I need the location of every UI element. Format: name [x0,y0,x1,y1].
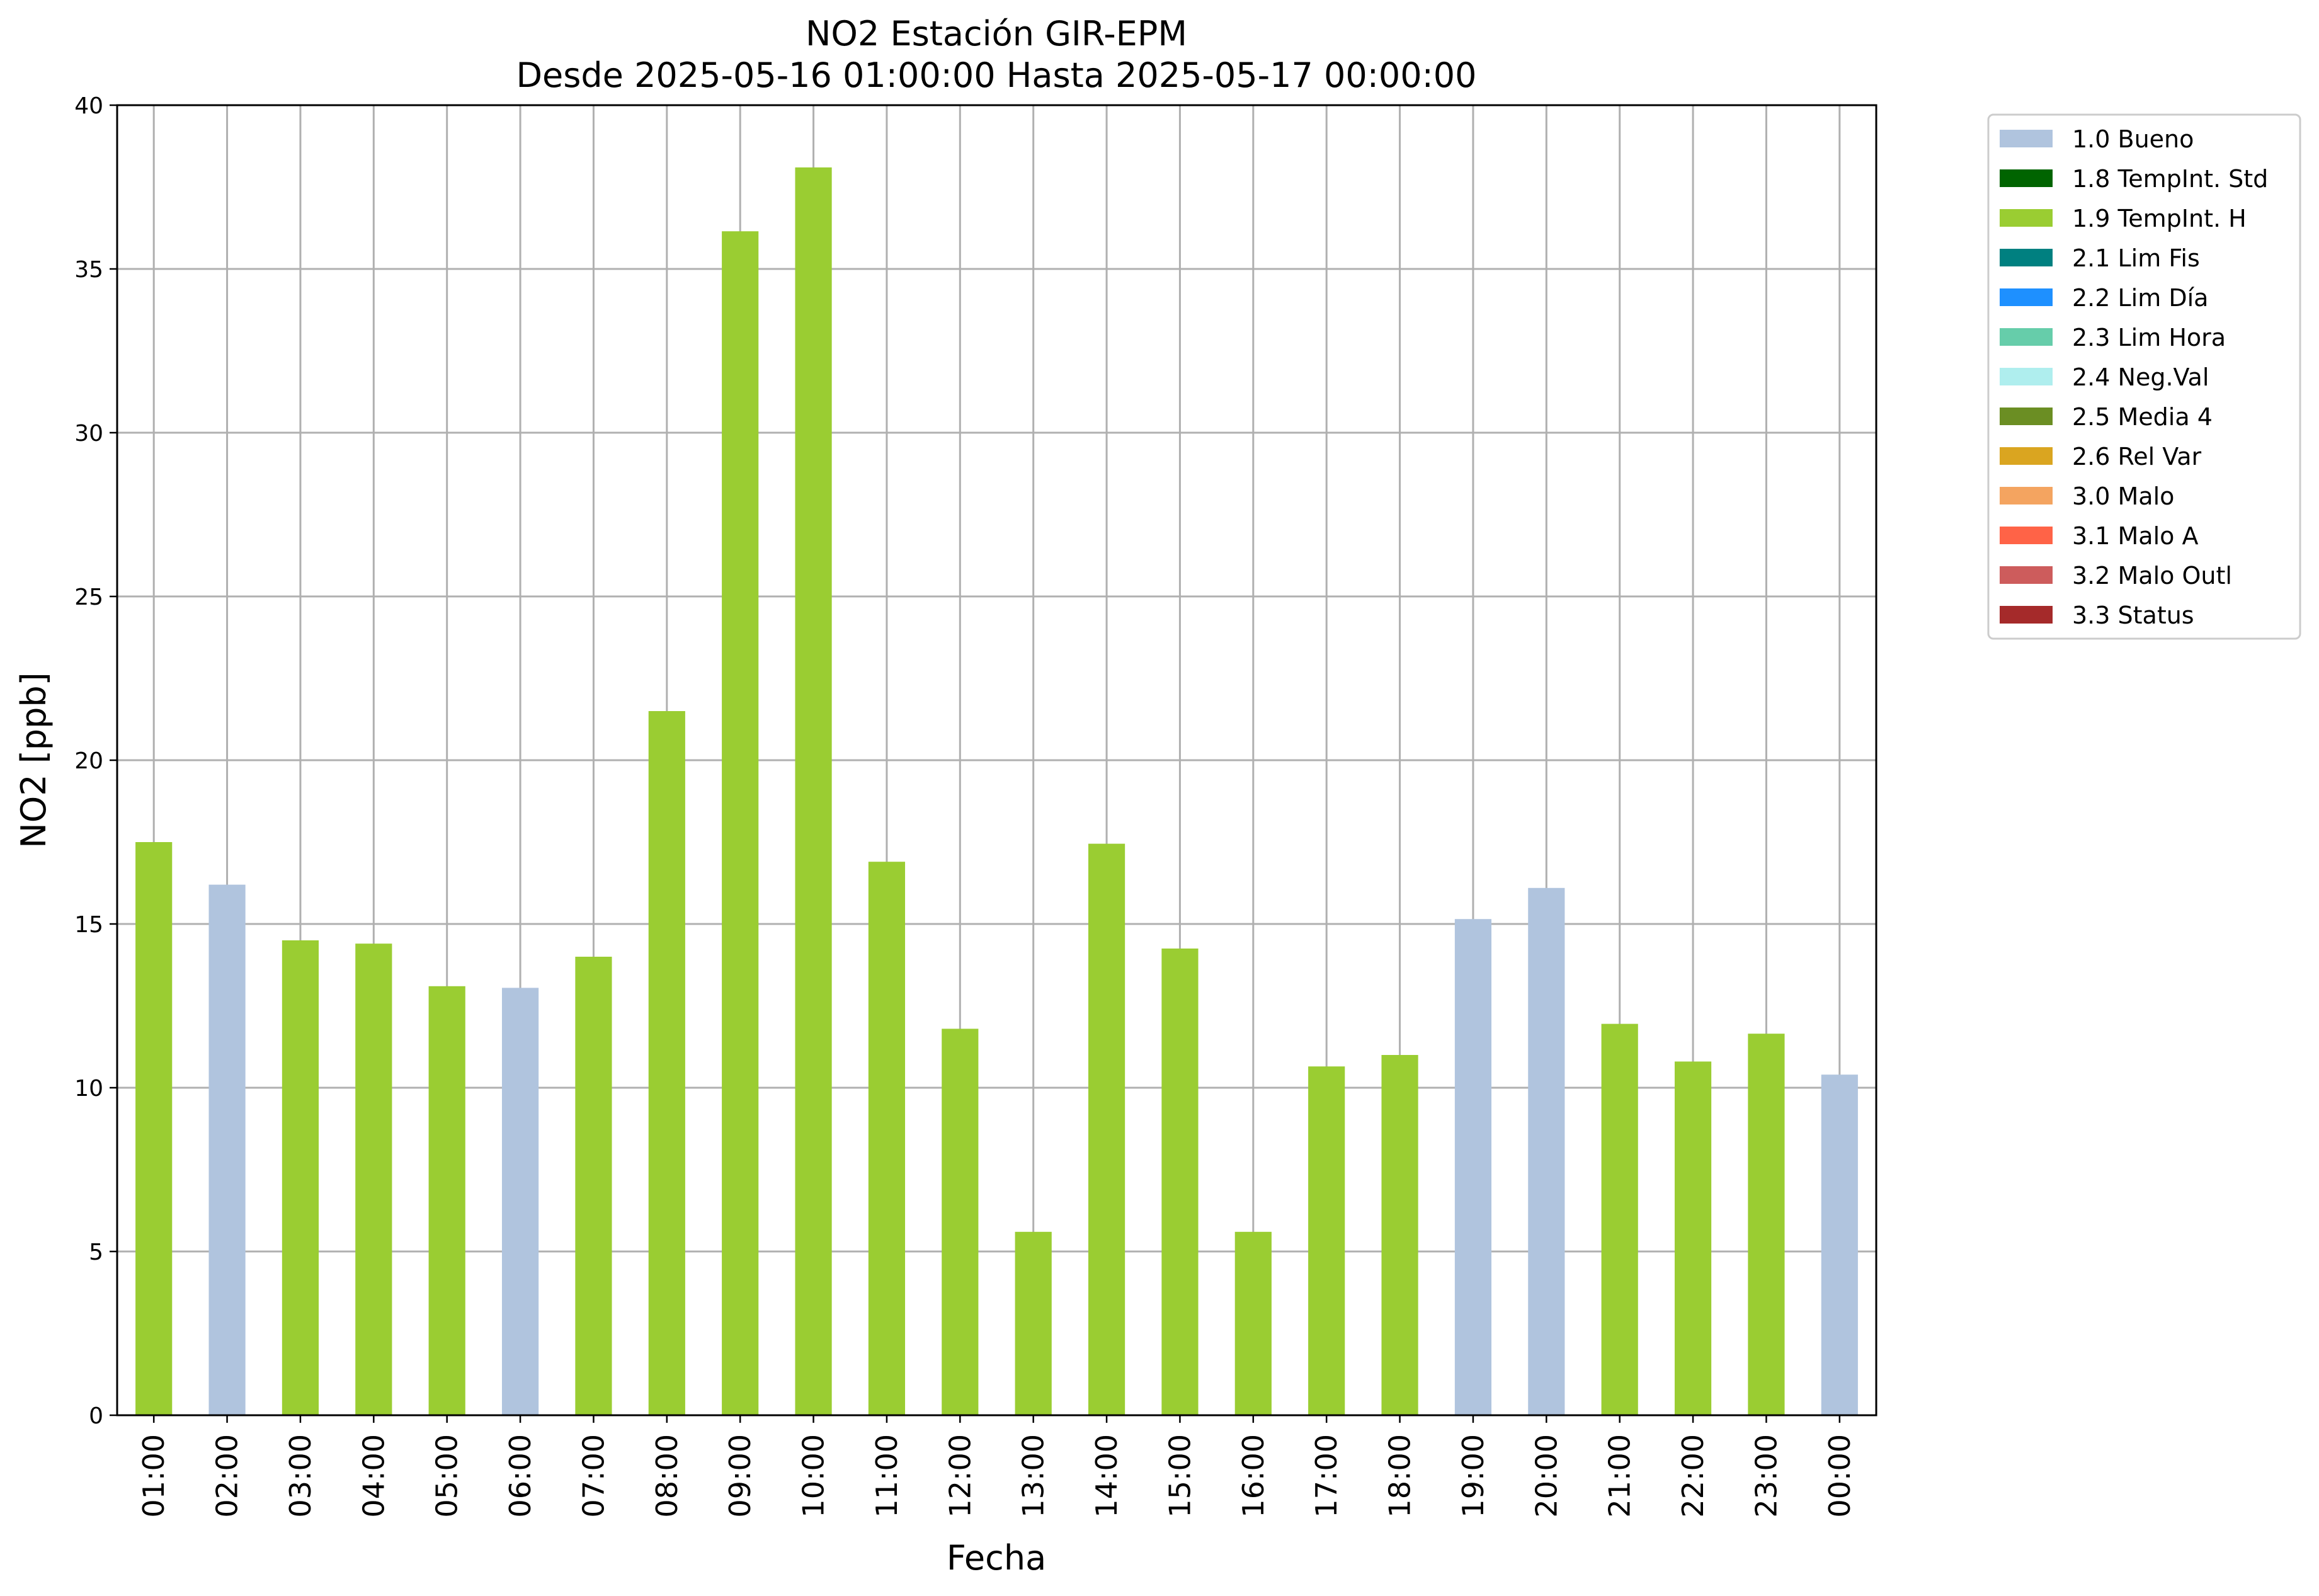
legend-swatch [2000,606,2053,624]
x-tick-label: 16:00 [1236,1434,1270,1518]
bar-14:00 [1088,843,1125,1415]
x-tick-label: 09:00 [723,1434,757,1518]
bar-16:00 [1234,1231,1272,1415]
bar-01:00 [135,842,173,1415]
legend: 1.0 Bueno 1.8 TempInt. Std 1.9 TempInt. H 2… [1987,113,2301,640]
bar-19:00 [1454,919,1492,1415]
bar-12:00 [942,1029,979,1415]
bar-21:00 [1601,1023,1638,1415]
bar-03:00 [282,940,319,1415]
legend-swatch [2000,169,2053,187]
x-tick-label: 00:00 [1823,1434,1857,1518]
bar-02:00 [208,884,246,1415]
bar-04:00 [355,943,392,1415]
legend-swatch [2000,527,2053,544]
y-tick-label: 0 [89,1403,103,1429]
legend-label: 1.9 TempInt. H [2072,205,2247,232]
legend-swatch [2000,130,2053,147]
bar-18:00 [1381,1055,1418,1415]
legend-box [1987,113,2301,640]
bar-05:00 [428,986,465,1415]
bar-20:00 [1528,887,1565,1415]
y-tick-label: 10 [74,1076,103,1102]
x-tick-label: 12:00 [943,1434,977,1518]
bar-17:00 [1308,1066,1345,1415]
legend-swatch [2000,408,2053,425]
legend-swatch [2000,447,2053,465]
legend-label: 3.0 Malo [2072,482,2174,510]
y-axis-ticks: 0 5 10 15 20 25 30 35 40 [74,93,117,1429]
bar-13:00 [1015,1231,1052,1415]
x-tick-label: 03:00 [283,1434,317,1518]
y-tick-label: 15 [74,912,103,938]
x-tick-label: 10:00 [797,1434,831,1518]
legend-label: 3.2 Malo Outl [2072,562,2232,590]
legend-label: 2.5 Media 4 [2072,403,2213,431]
bar-07:00 [575,957,612,1415]
legend-label: 2.1 Lim Fis [2072,244,2200,272]
legend-label: 2.4 Neg.Val [2072,363,2209,391]
x-tick-label: 06:00 [503,1434,537,1518]
legend-swatch [2000,368,2053,385]
legend-swatch [2000,328,2053,346]
y-tick-label: 35 [74,257,103,283]
bar-10:00 [795,167,832,1415]
bar-00:00 [1821,1074,1858,1415]
x-tick-label: 07:00 [576,1434,610,1518]
y-tick-label: 40 [74,93,103,119]
legend-label: 3.3 Status [2072,601,2194,629]
y-tick-label: 20 [74,748,103,774]
x-tick-label: 19:00 [1456,1434,1490,1518]
x-tick-label: 04:00 [356,1434,390,1518]
legend-swatch [2000,487,2053,504]
bars [135,167,1858,1416]
bar-11:00 [868,862,906,1415]
bar-09:00 [722,231,759,1416]
x-tick-label: 22:00 [1676,1434,1710,1518]
x-tick-label: 11:00 [870,1434,904,1518]
x-axis-ticks: 01:00 02:00 03:00 04:00 05:00 06:00 07:00 08:00… [137,1415,1857,1518]
x-tick-label: 14:00 [1090,1434,1124,1518]
legend-label: 1.8 TempInt. Std [2072,165,2268,193]
bar-15:00 [1161,949,1199,1415]
y-tick-label: 30 [74,421,103,447]
legend-swatch [2000,249,2053,266]
bar-06:00 [501,988,539,1415]
legend-label: 2.3 Lim Hora [2072,324,2226,351]
y-tick-label: 5 [89,1240,103,1265]
legend-swatch [2000,566,2053,584]
legend-swatch [2000,288,2053,306]
x-axis-label: Fecha [947,1538,1046,1578]
legend-label: 2.2 Lim Día [2072,284,2208,312]
legend-label: 1.0 Bueno [2072,125,2194,153]
x-tick-label: 20:00 [1529,1434,1563,1518]
bar-08:00 [648,711,685,1415]
y-tick-label: 25 [74,584,103,610]
y-axis-label: NO2 [ppb] [14,672,54,848]
x-tick-label: 15:00 [1163,1434,1197,1518]
x-tick-label: 05:00 [430,1434,464,1518]
legend-swatch [2000,209,2053,227]
chart-title: NO2 Estación GIR-EPM [806,14,1187,54]
x-tick-label: 23:00 [1749,1434,1783,1518]
x-tick-label: 21:00 [1603,1434,1637,1518]
x-tick-label: 13:00 [1017,1434,1051,1518]
bar-23:00 [1748,1034,1785,1415]
x-tick-label: 18:00 [1383,1434,1417,1518]
x-tick-label: 02:00 [210,1434,244,1518]
x-tick-label: 08:00 [650,1434,684,1518]
x-tick-label: 17:00 [1309,1434,1343,1518]
x-tick-label: 01:00 [137,1434,171,1518]
legend-label: 2.6 Rel Var [2072,443,2202,470]
chart-subtitle: Desde 2025-05-16 01:00:00 Hasta 2025-05-… [516,55,1476,95]
bar-22:00 [1674,1061,1712,1415]
legend-label: 3.1 Malo A [2072,522,2198,550]
